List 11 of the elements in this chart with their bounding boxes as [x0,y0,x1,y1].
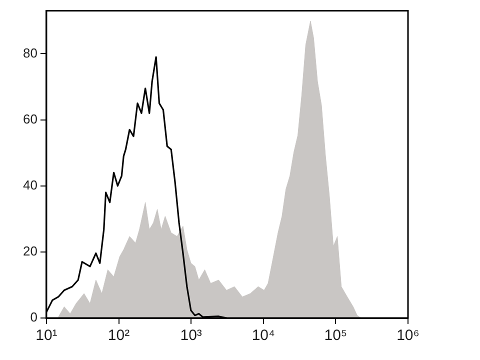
x-tick-label: 10⁶ [396,327,420,344]
y-tick-label: 40 [22,177,38,192]
x-tick-label: 10⁵ [324,327,348,344]
y-tick-label: 80 [22,45,38,60]
x-tick-label: 10⁴ [252,327,275,344]
x-tick-label: 10³ [180,327,202,344]
y-tick-label: 0 [30,310,38,325]
y-tick-label: 20 [22,244,38,259]
x-tick-label: 10² [108,327,130,344]
y-tick-label: 60 [22,111,38,126]
x-tick-label: 10¹ [36,327,58,344]
